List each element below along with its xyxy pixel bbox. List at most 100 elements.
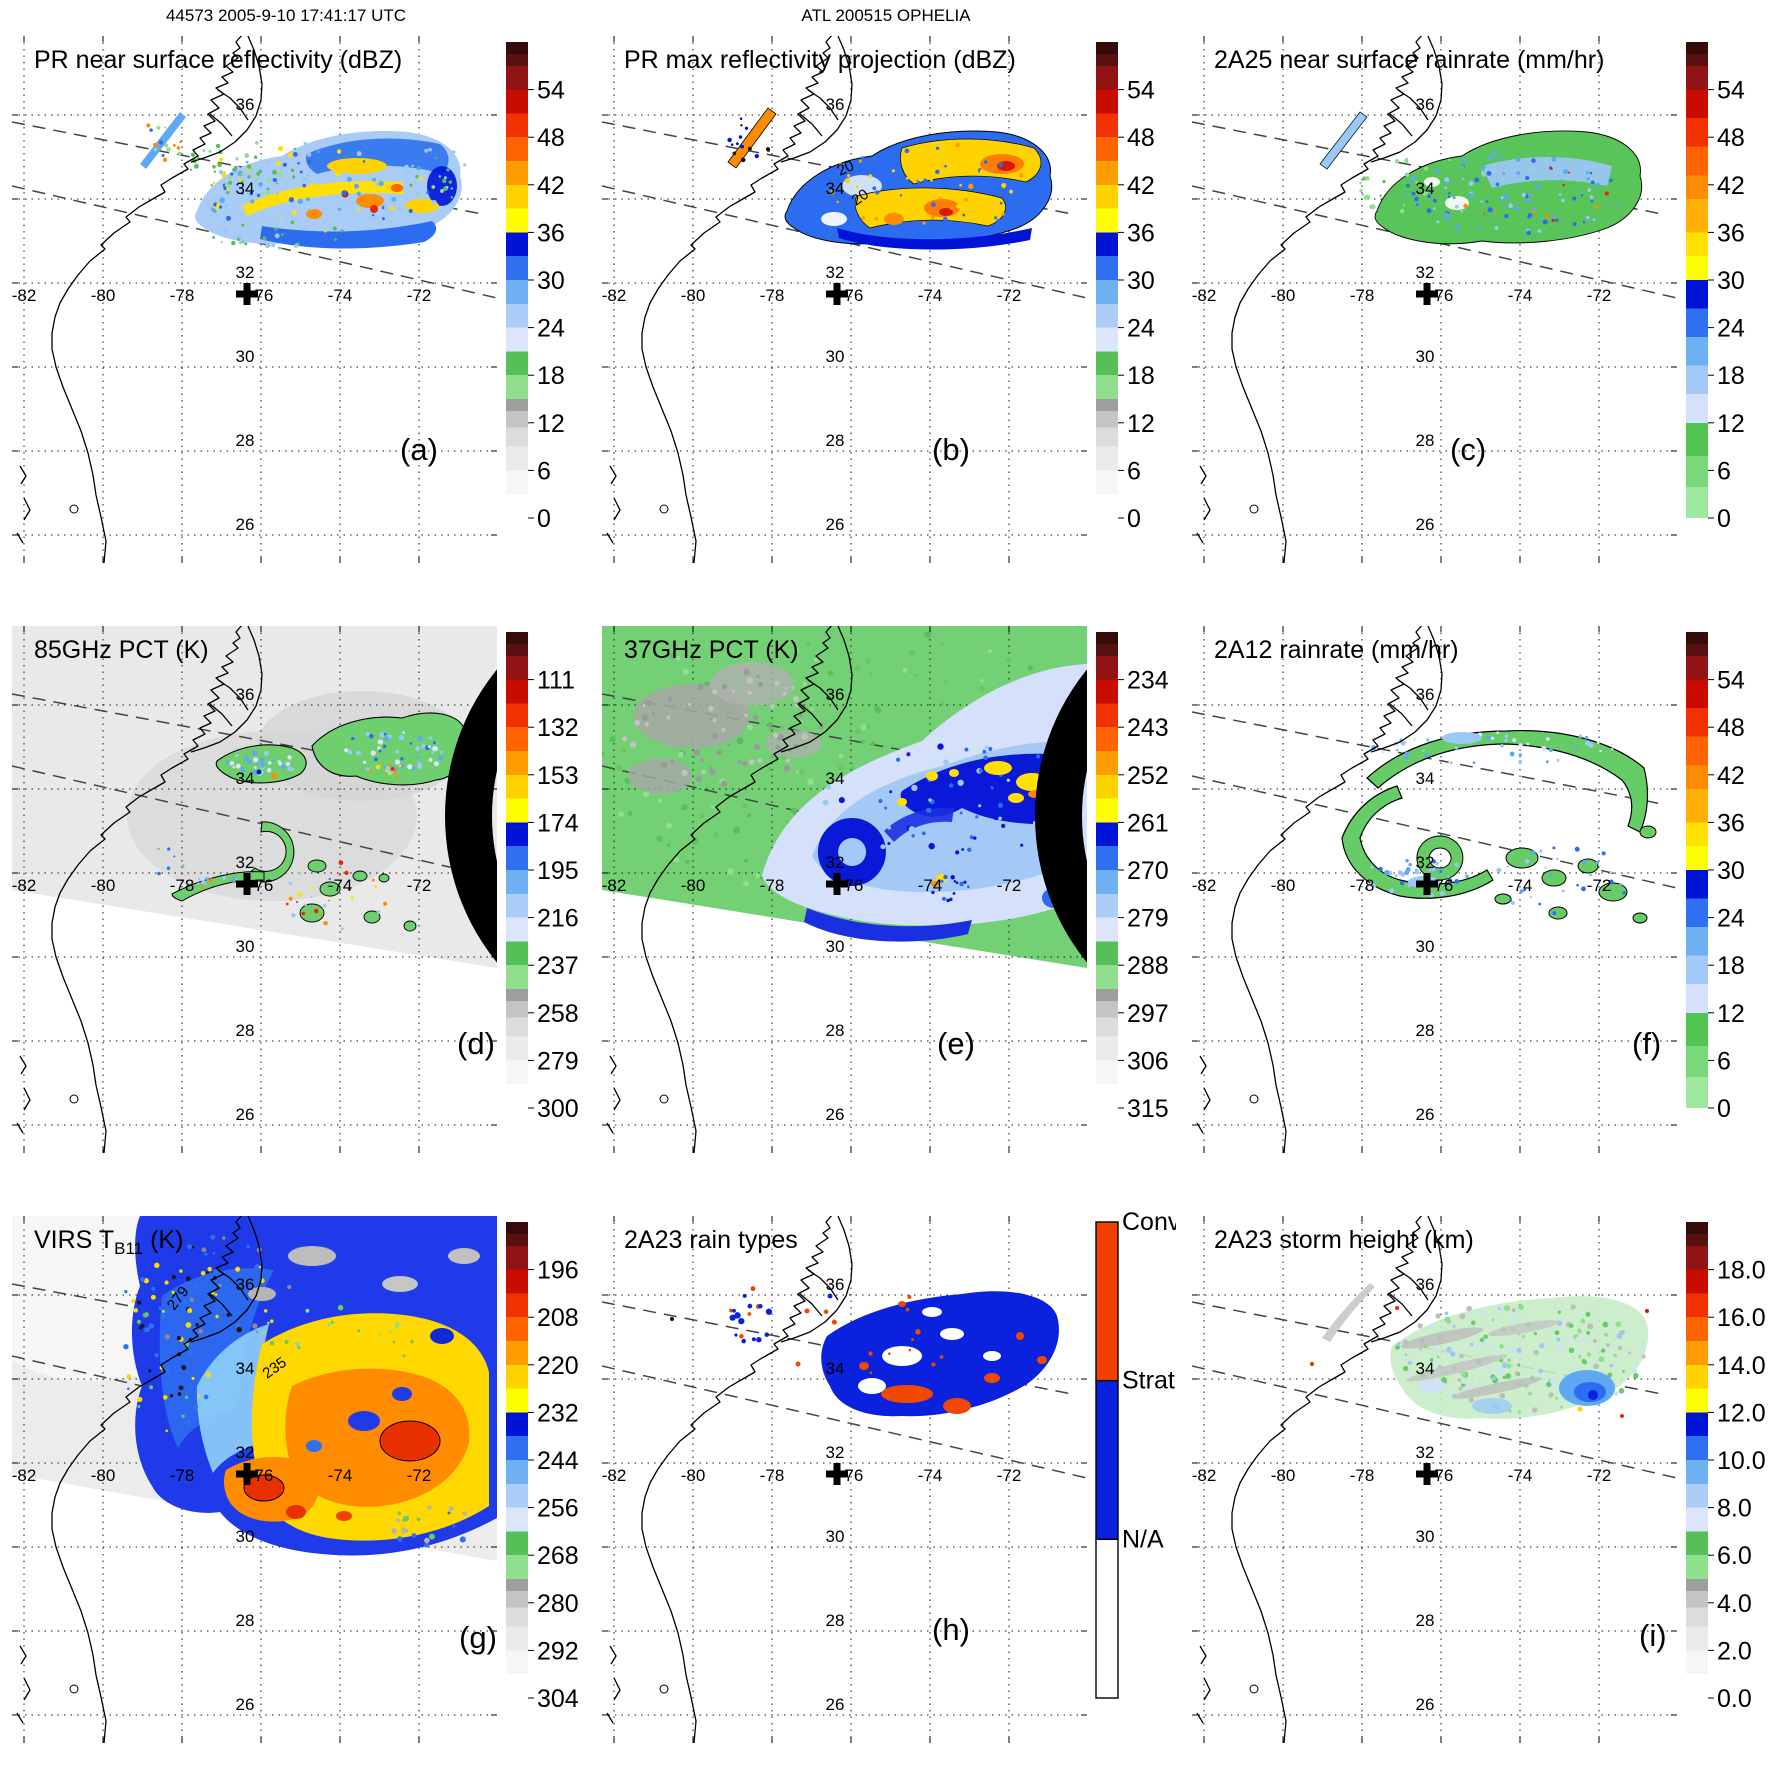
speckle-dot xyxy=(874,216,879,221)
speckle-dot xyxy=(629,741,637,748)
speckle-dot xyxy=(1609,1363,1614,1368)
speckle-dot xyxy=(167,847,171,851)
speckle-dot xyxy=(1491,1318,1495,1322)
speckle-dot xyxy=(255,1330,259,1334)
speckle-dot xyxy=(1001,212,1005,216)
speckle-dot xyxy=(1475,1343,1481,1349)
storm-center-marker xyxy=(826,873,848,895)
speckle-dot xyxy=(1556,857,1559,861)
speckle-dot xyxy=(203,881,207,885)
speckle-dot xyxy=(980,679,984,683)
lat-label: 26 xyxy=(826,515,845,534)
speckle-dot xyxy=(1619,883,1623,887)
lon-label: -72 xyxy=(1587,1466,1612,1485)
speckle-dot xyxy=(149,1385,154,1390)
speckle-dot xyxy=(1365,176,1370,181)
speckle-dot xyxy=(734,1333,738,1337)
data-field-blob xyxy=(1418,1380,1446,1392)
speckle-dot xyxy=(398,734,405,740)
speckle-dot xyxy=(254,176,259,181)
speckle-dot xyxy=(695,776,702,783)
speckle-dot xyxy=(911,784,918,792)
data-field-blob xyxy=(356,194,384,208)
speckle-dot xyxy=(838,163,843,167)
colorbar-tick-label: 4.0 xyxy=(1717,1590,1752,1618)
speckle-dot xyxy=(967,847,972,852)
speckle-dot xyxy=(319,914,322,917)
speckle-dot xyxy=(1502,1362,1508,1369)
speckle-dot xyxy=(1560,179,1564,183)
speckle-dot xyxy=(822,799,829,806)
speckle-dot xyxy=(1361,192,1365,196)
speckle-dot xyxy=(806,642,811,647)
speckle-dot xyxy=(1378,866,1383,872)
speckle-dot xyxy=(238,177,242,182)
speckle-dot xyxy=(644,722,649,727)
speckle-dot xyxy=(1556,1337,1561,1342)
speckle-dot xyxy=(280,764,286,770)
speckle-dot xyxy=(891,169,895,173)
speckle-dot xyxy=(404,169,407,173)
speckle-dot xyxy=(651,711,656,715)
speckle-dot xyxy=(1433,198,1437,203)
speckle-dot xyxy=(404,164,409,169)
colorbar-tick-label: 54 xyxy=(537,77,565,105)
data-field-blob xyxy=(1310,1362,1314,1366)
lon-label: -82 xyxy=(602,1466,627,1485)
speckle-dot xyxy=(931,890,935,895)
speckle-dot xyxy=(1389,888,1395,894)
speckle-dot xyxy=(1019,173,1024,178)
coastline xyxy=(606,1055,621,1134)
speckle-dot xyxy=(792,695,800,703)
speckle-dot xyxy=(768,726,773,731)
colorbar-tick-label: 0 xyxy=(1717,505,1731,533)
speckle-dot xyxy=(1504,1305,1511,1312)
speckle-dot xyxy=(642,704,646,708)
speckle-dot xyxy=(720,780,728,788)
storm-center-marker xyxy=(826,1463,848,1485)
speckle-dot xyxy=(904,148,910,154)
colorbar-tick-label: 234 xyxy=(1127,667,1169,695)
speckle-dot xyxy=(1504,205,1507,209)
speckle-dot xyxy=(241,240,245,244)
colorbar-tick-label: 300 xyxy=(537,1095,579,1123)
speckle-dot xyxy=(1446,1346,1452,1352)
speckle-dot xyxy=(1587,1323,1594,1330)
speckle-dot xyxy=(252,769,257,775)
speckle-dot xyxy=(447,1511,451,1515)
speckle-dot xyxy=(906,752,911,757)
data-field-blob xyxy=(336,1511,352,1521)
speckle-dot xyxy=(810,707,814,711)
speckle-dot xyxy=(1416,203,1419,206)
speckle-dot xyxy=(1431,867,1436,872)
speckle-dot xyxy=(1589,171,1593,175)
speckle-dot xyxy=(923,178,928,183)
data-field-blob xyxy=(837,228,1032,250)
coastline xyxy=(1231,1216,1423,1743)
speckle-dot xyxy=(1550,167,1553,171)
speckle-dot xyxy=(838,797,845,804)
speckle-dot xyxy=(416,1517,421,1522)
speckle-dot xyxy=(1381,750,1385,754)
speckle-dot xyxy=(746,813,752,818)
speckle-dot xyxy=(138,1325,143,1330)
speckle-dot xyxy=(752,714,759,721)
speckle-dot xyxy=(262,220,266,223)
lon-label: -82 xyxy=(1192,876,1217,895)
rain-type-label: Strat xyxy=(1122,1367,1175,1395)
speckle-dot xyxy=(409,183,413,187)
speckle-dot xyxy=(734,1312,741,1319)
speckle-dot xyxy=(992,783,999,789)
speckle-dot xyxy=(371,878,375,882)
data-field-blob xyxy=(817,818,886,886)
speckle-dot xyxy=(1592,164,1597,170)
speckle-dot xyxy=(365,767,370,771)
speckle-dot xyxy=(383,732,387,736)
speckle-dot xyxy=(1447,195,1451,199)
coastline xyxy=(1370,36,1443,163)
speckle-dot xyxy=(996,218,1000,223)
speckle-dot xyxy=(875,190,880,195)
speckle-dot xyxy=(370,750,376,756)
speckle-dot xyxy=(232,212,236,216)
speckle-dot xyxy=(670,656,674,660)
